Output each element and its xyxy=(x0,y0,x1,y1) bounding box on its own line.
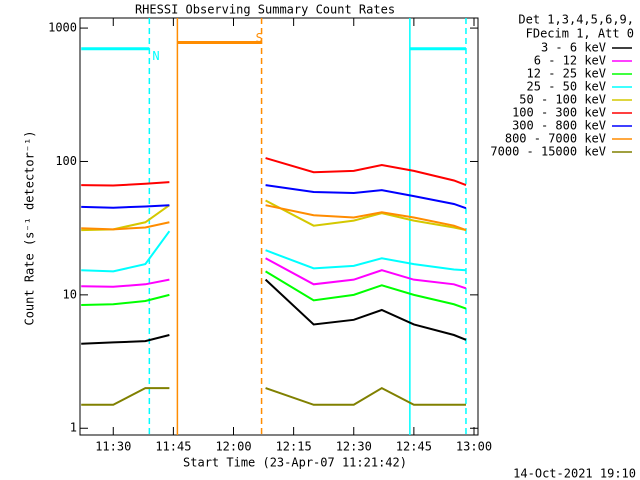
x-tick-label: 13:00 xyxy=(456,440,492,454)
series-line xyxy=(265,270,467,310)
series-line xyxy=(264,278,467,341)
series-line xyxy=(81,278,170,288)
legend-header: Det 1,3,4,5,6,9, xyxy=(518,13,634,27)
legend-label: 25 - 50 keV xyxy=(527,80,606,94)
series-line xyxy=(265,204,467,232)
y-axis-label: Count Rate (s⁻¹ detector⁻¹) xyxy=(23,130,37,325)
footer: 14-Oct-2021 19:10 xyxy=(513,467,636,480)
y-tick-label: 100 xyxy=(55,154,77,168)
series-line xyxy=(265,157,467,187)
series-line xyxy=(265,184,467,210)
plot-frame xyxy=(79,17,479,436)
series-line xyxy=(81,204,170,209)
x-tick-label: 12:15 xyxy=(276,440,312,454)
series-line xyxy=(265,386,466,406)
series-line xyxy=(81,221,170,231)
flag-label: S xyxy=(256,31,263,45)
x-tick-label: 11:45 xyxy=(155,440,191,454)
legend-label: 7000 - 15000 keV xyxy=(490,145,606,159)
series-line xyxy=(81,334,170,345)
series-line xyxy=(81,181,170,187)
x-tick-label: 12:30 xyxy=(336,440,372,454)
legend-label: 50 - 100 keV xyxy=(519,93,606,107)
legend-label: 100 - 300 keV xyxy=(512,106,606,120)
series-line xyxy=(81,230,171,273)
x-tick-label: 12:45 xyxy=(396,440,432,454)
series-line xyxy=(265,257,467,290)
x-tick-label: 11:30 xyxy=(95,440,131,454)
series-line xyxy=(81,293,170,306)
series-line xyxy=(265,249,467,272)
y-tick-label: 1 xyxy=(70,421,77,435)
chart-title: RHESSI Observing Summary Count Rates xyxy=(135,3,395,17)
y-tick-label: 10 xyxy=(63,287,77,301)
series-line xyxy=(81,204,170,232)
legend-label: 12 - 25 keV xyxy=(527,67,606,81)
x-axis-label: Start Time (23-Apr-07 11:21:42) xyxy=(183,456,407,470)
x-tick-label: 12:00 xyxy=(215,440,251,454)
y-tick-label: 1000 xyxy=(48,21,77,35)
legend-header: FDecim 1, Att 0 xyxy=(526,27,634,41)
legend-label: 800 - 7000 keV xyxy=(505,132,606,146)
legend-label: 6 - 12 keV xyxy=(534,54,606,68)
series-line xyxy=(81,387,170,406)
flag-label: N xyxy=(152,49,159,63)
legend-label: 3 - 6 keV xyxy=(541,41,606,55)
legend-label: 300 - 800 keV xyxy=(512,119,606,133)
